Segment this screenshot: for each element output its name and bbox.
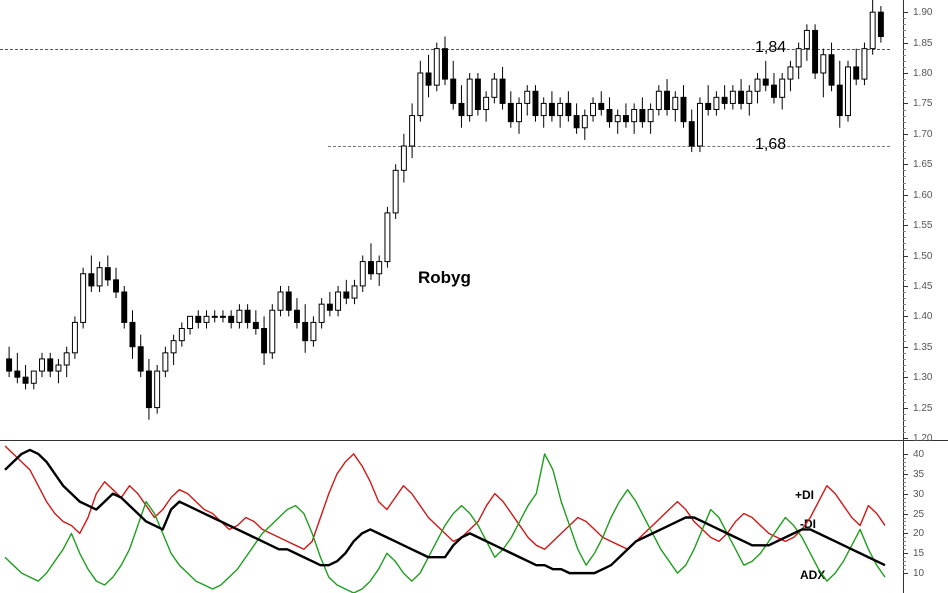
chart-container: 1.20 1.25 1.30 1.35 1.40 1.45 1.50 1.55 1.60 1.65… (0, 0, 948, 593)
indicator-ytick-label: 40 (913, 449, 924, 460)
indicator-ytick-label: 35 (913, 469, 924, 480)
indicator-ytick-label: 10 (913, 568, 924, 579)
price-ytick-label: 1.85 (913, 38, 932, 49)
price-ytick-label: 1.50 (913, 251, 932, 262)
indicator-ytick-label: 20 (913, 528, 924, 539)
price-ytick-label: 1.75 (913, 98, 932, 109)
price-ytick-label: 1.30 (913, 372, 932, 383)
price-ytick-label: 1.20 (913, 433, 932, 444)
price-ytick-label: 1.55 (913, 220, 932, 231)
price-ytick-label: 1.45 (913, 281, 932, 292)
price-ytick-label: 1.35 (913, 342, 932, 353)
price-ytick-label: 1.70 (913, 129, 932, 140)
price-ytick-label: 1.65 (913, 159, 932, 170)
price-ytick-label: 1.60 (913, 190, 932, 201)
indicator-ytick-label: 25 (913, 509, 924, 520)
price-ytick-label: 1.80 (913, 68, 932, 79)
indicator-ytick-label: 15 (913, 548, 924, 559)
indicator-ytick-label: 30 (913, 489, 924, 500)
price-ytick-label: 1.90 (913, 7, 932, 18)
price-ytick-label: 1.40 (913, 311, 932, 322)
indicator-chart (0, 0, 890, 593)
price-ytick-label: 1.25 (913, 403, 932, 414)
